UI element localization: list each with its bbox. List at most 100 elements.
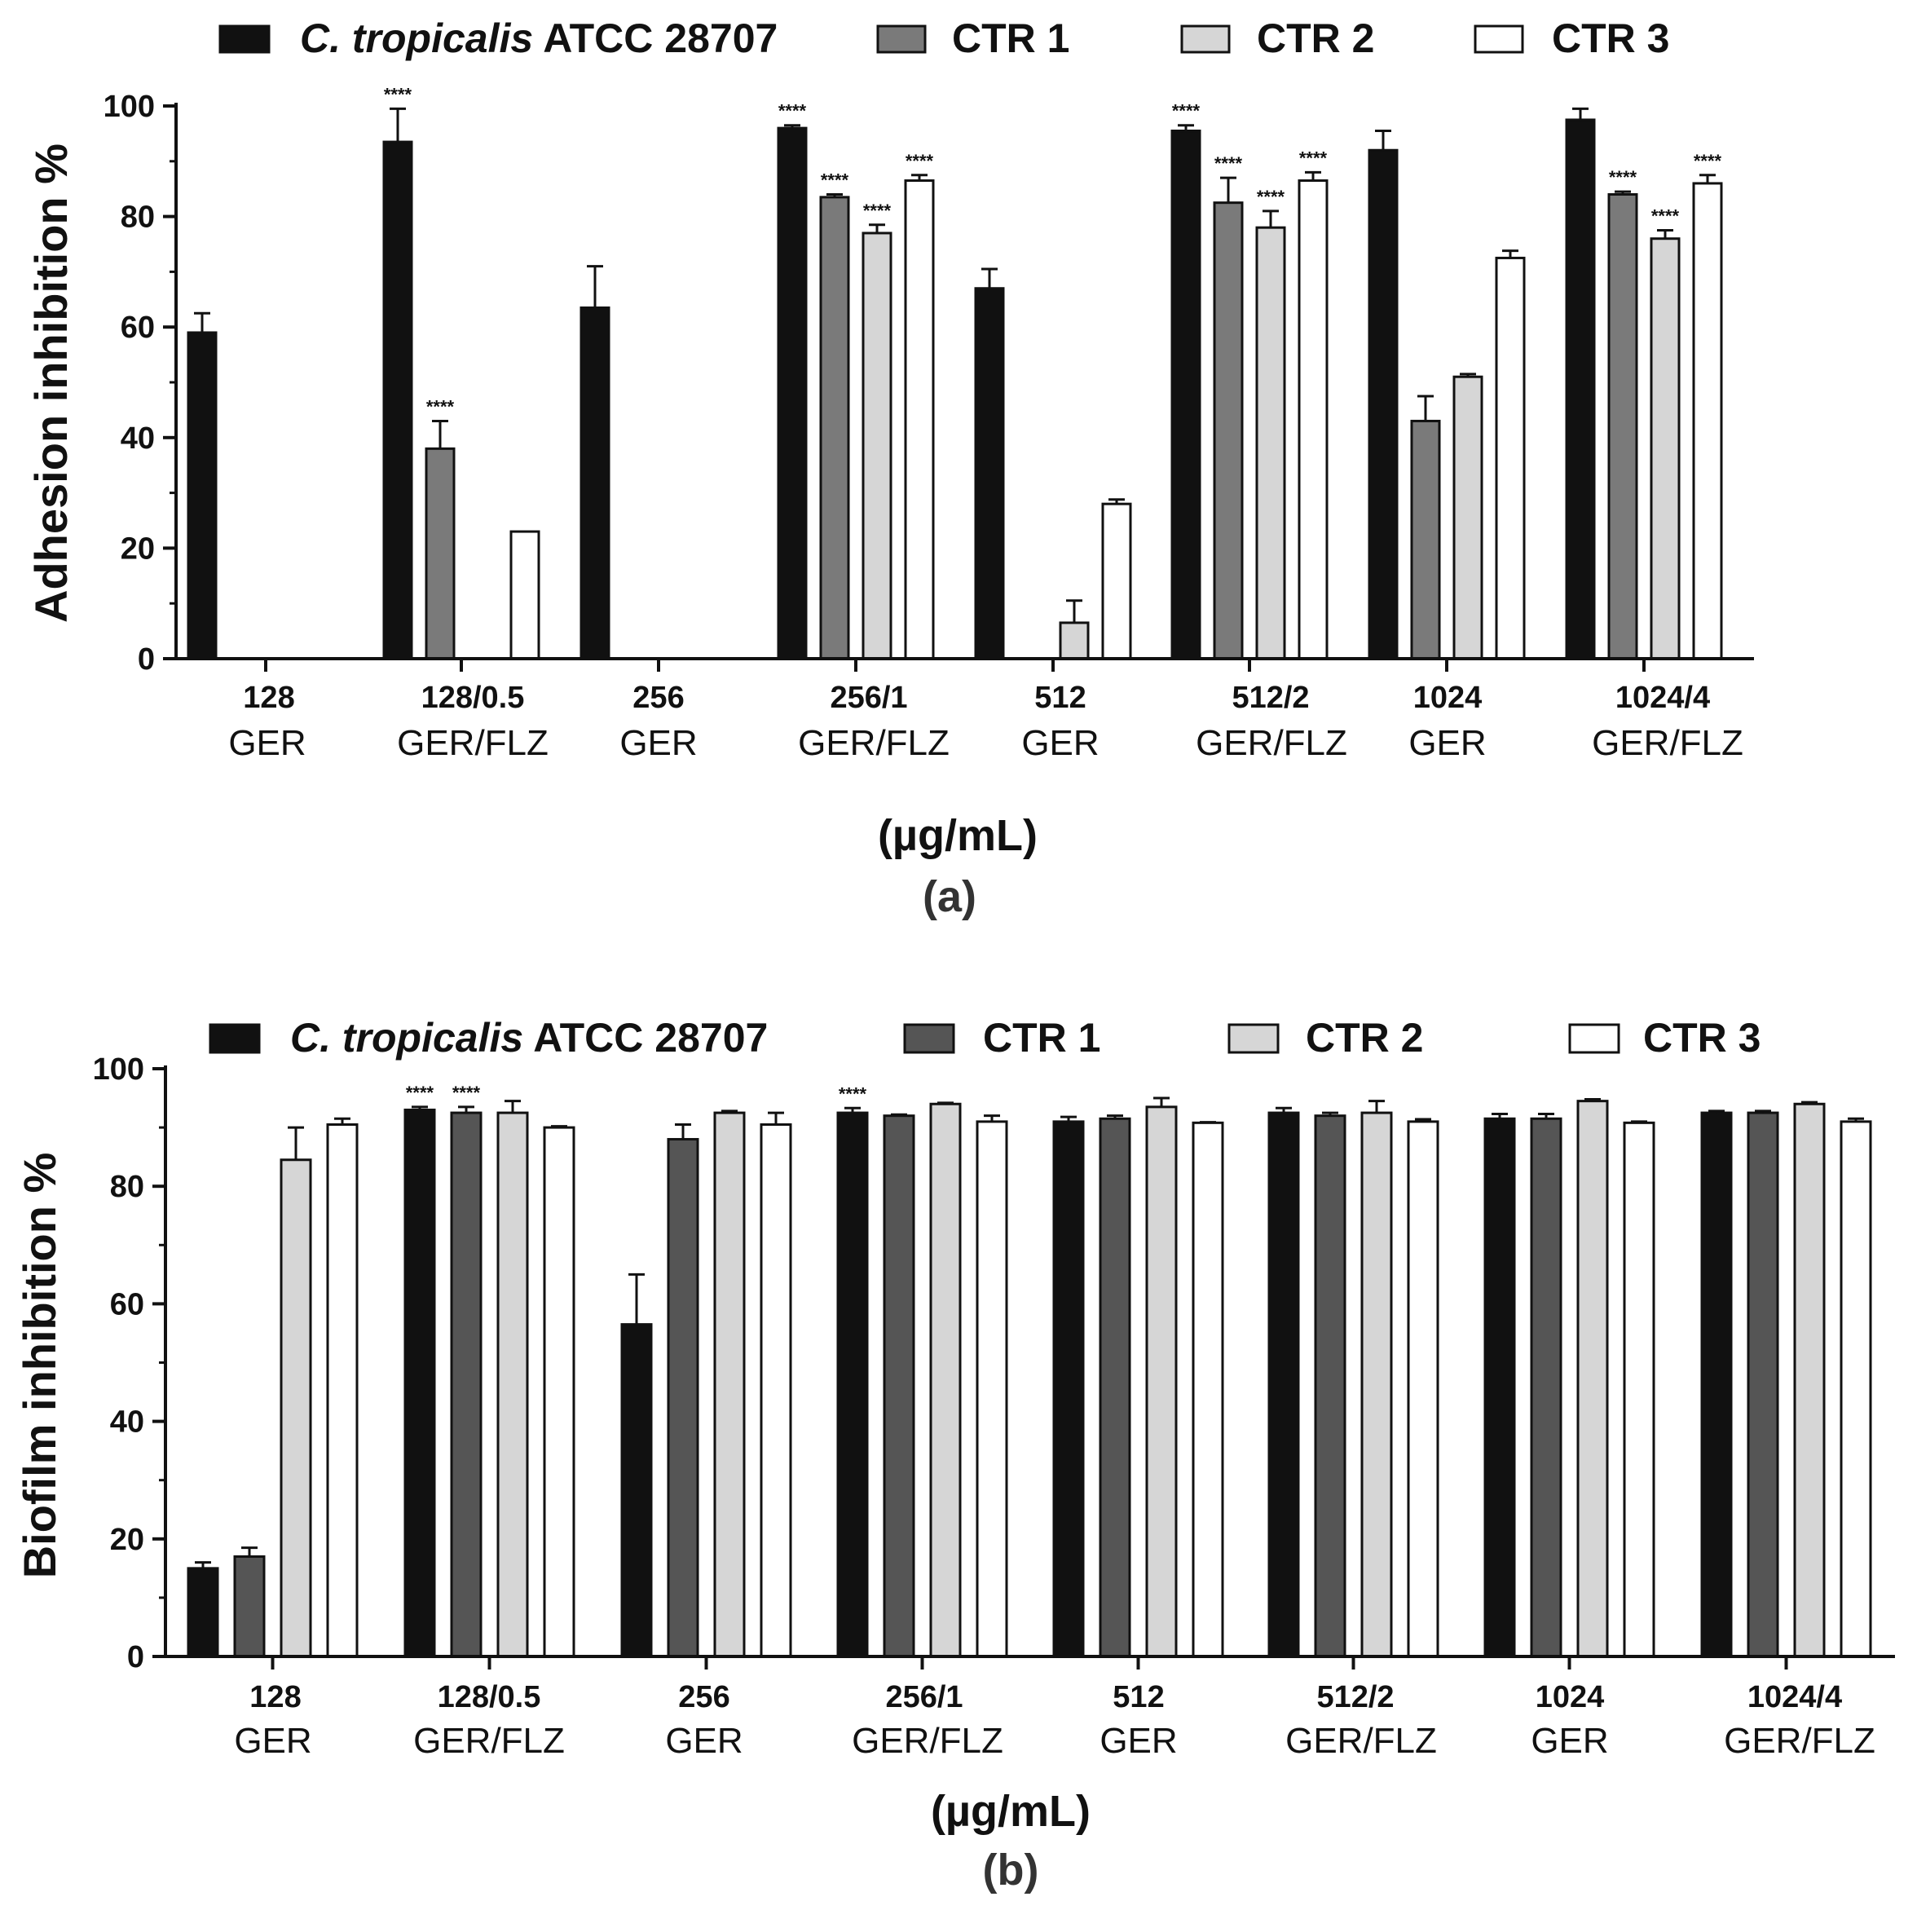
bar (1267, 1111, 1300, 1658)
bar (1692, 182, 1723, 660)
bar (1099, 1117, 1131, 1658)
bar (280, 1158, 312, 1658)
chart-panel-a: C. tropicalis ATCC 28707 CTR 1 CTR 2 CTR 3 *… (25, 15, 1754, 921)
legend-label-text: CTR 1 (983, 1015, 1100, 1061)
legend-label-text: CTR 3 (1643, 1015, 1761, 1061)
significance-marker: **** (1257, 187, 1285, 207)
legend-swatch (1180, 24, 1231, 54)
bar (1495, 256, 1526, 660)
bar (496, 1111, 529, 1658)
significance-marker: **** (1172, 101, 1201, 121)
x-tick-label-treatment: GER (1408, 723, 1486, 763)
legend-label: CTR 3 (1643, 1015, 1761, 1061)
x-tick-label-treatment: GER/FLZ (1196, 723, 1347, 763)
bar (1059, 621, 1090, 660)
bar (974, 287, 1005, 660)
bar (1314, 1114, 1346, 1658)
bar (760, 1123, 792, 1658)
y-tick-label: 0 (138, 642, 155, 677)
x-tick-label-dose: 1024 (1413, 681, 1483, 715)
bar (819, 196, 850, 660)
x-tick-label-treatment: GER (228, 723, 306, 763)
x-tick-label-dose: 128 (249, 1680, 301, 1714)
bar (233, 1555, 266, 1658)
significance-marker: **** (839, 1083, 867, 1104)
bar (1368, 148, 1399, 660)
significance-marker: **** (426, 396, 455, 417)
x-tick-label-dose: 512 (1113, 1680, 1164, 1714)
legend-swatch (1474, 24, 1524, 54)
legend-swatch (1568, 1023, 1620, 1054)
bar (1565, 118, 1596, 660)
legend-label: CTR 3 (1552, 15, 1669, 61)
bar (1840, 1120, 1872, 1658)
legend-swatch (209, 1023, 261, 1054)
x-tick-label-treatment: GER (234, 1721, 311, 1761)
legend-label: CTR 2 (1306, 1015, 1423, 1061)
x-tick-label-dose: 512 (1034, 681, 1086, 715)
bar (1298, 179, 1329, 660)
legend-swatch (876, 24, 927, 54)
bar (326, 1123, 359, 1658)
significance-marker: **** (863, 201, 892, 221)
bar (187, 1567, 219, 1658)
x-tick-label-treatment: GER/FLZ (413, 1721, 565, 1761)
bar (403, 1108, 436, 1658)
x-axis-title: (µg/mL) (878, 811, 1038, 860)
legend-swatch (218, 24, 271, 54)
legend-label-text: CTR 2 (1306, 1015, 1423, 1061)
bar (425, 447, 456, 660)
bar (1410, 419, 1441, 660)
bar (1052, 1120, 1085, 1658)
bar (543, 1126, 575, 1658)
x-tick-label-treatment: GER (1531, 1721, 1608, 1761)
legend-label: CTR 2 (1257, 15, 1374, 61)
legend-label: C. tropicalis ATCC 28707 (300, 15, 778, 61)
legend-label-text: CTR 3 (1552, 15, 1669, 61)
y-tick-label: 0 (127, 1640, 144, 1674)
y-tick-label: 100 (93, 1052, 144, 1087)
panel-label: (a) (923, 872, 976, 921)
x-tick-label-dose: 512/2 (1316, 1680, 1394, 1714)
legend-label-italic: C. tropicalis (290, 1015, 523, 1061)
chart-panel-b: C. tropicalis ATCC 28707 CTR 1 CTR 2 CTR 3 *… (14, 1015, 1895, 1895)
bar (1623, 1121, 1655, 1658)
bar (1192, 1121, 1224, 1658)
bar (904, 179, 935, 660)
x-tick-label-treatment: GER (619, 723, 697, 763)
x-tick-label-dose: 256/1 (885, 1680, 963, 1714)
x-tick-label-treatment: GER/FLZ (1285, 1721, 1437, 1761)
x-tick-label-dose: 256/1 (830, 681, 907, 715)
bar (1793, 1102, 1826, 1658)
bar (450, 1111, 483, 1658)
x-tick-label-dose: 1024/4 (1747, 1680, 1842, 1714)
bar (1483, 1117, 1516, 1658)
x-tick-label-treatment: GER/FLZ (397, 723, 549, 763)
bar (1145, 1105, 1178, 1658)
x-tick-label-treatment: GER/FLZ (1592, 723, 1743, 763)
y-tick-label: 20 (110, 1523, 144, 1557)
x-axis-title: (µg/mL) (931, 1787, 1091, 1836)
bar (836, 1111, 869, 1658)
legend-swatch (903, 1023, 955, 1054)
x-tick-label-dose: 128 (243, 681, 294, 715)
significance-marker: **** (406, 1083, 434, 1103)
legend-label-text: CTR 2 (1257, 15, 1374, 61)
y-axis-title: Biofilm inhibition % (14, 1153, 65, 1579)
legend-label-italic: C. tropicalis (300, 15, 533, 61)
y-tick-label: 40 (121, 421, 155, 456)
bar (620, 1323, 653, 1658)
legend-label-text: ATCC 28707 (533, 15, 778, 61)
significance-marker: **** (778, 101, 807, 121)
x-tick-label-treatment: GER (1100, 1721, 1177, 1761)
x-tick-label-dose: 256 (632, 681, 684, 715)
x-tick-label-treatment: GER/FLZ (1724, 1721, 1875, 1761)
x-tick-label-dose: 128/0.5 (438, 1680, 541, 1714)
significance-marker: **** (821, 170, 849, 190)
bar (862, 232, 892, 660)
panel-label: (b) (983, 1846, 1039, 1895)
significance-marker: **** (1214, 153, 1243, 174)
bar (1607, 192, 1638, 660)
bar (1700, 1111, 1733, 1658)
